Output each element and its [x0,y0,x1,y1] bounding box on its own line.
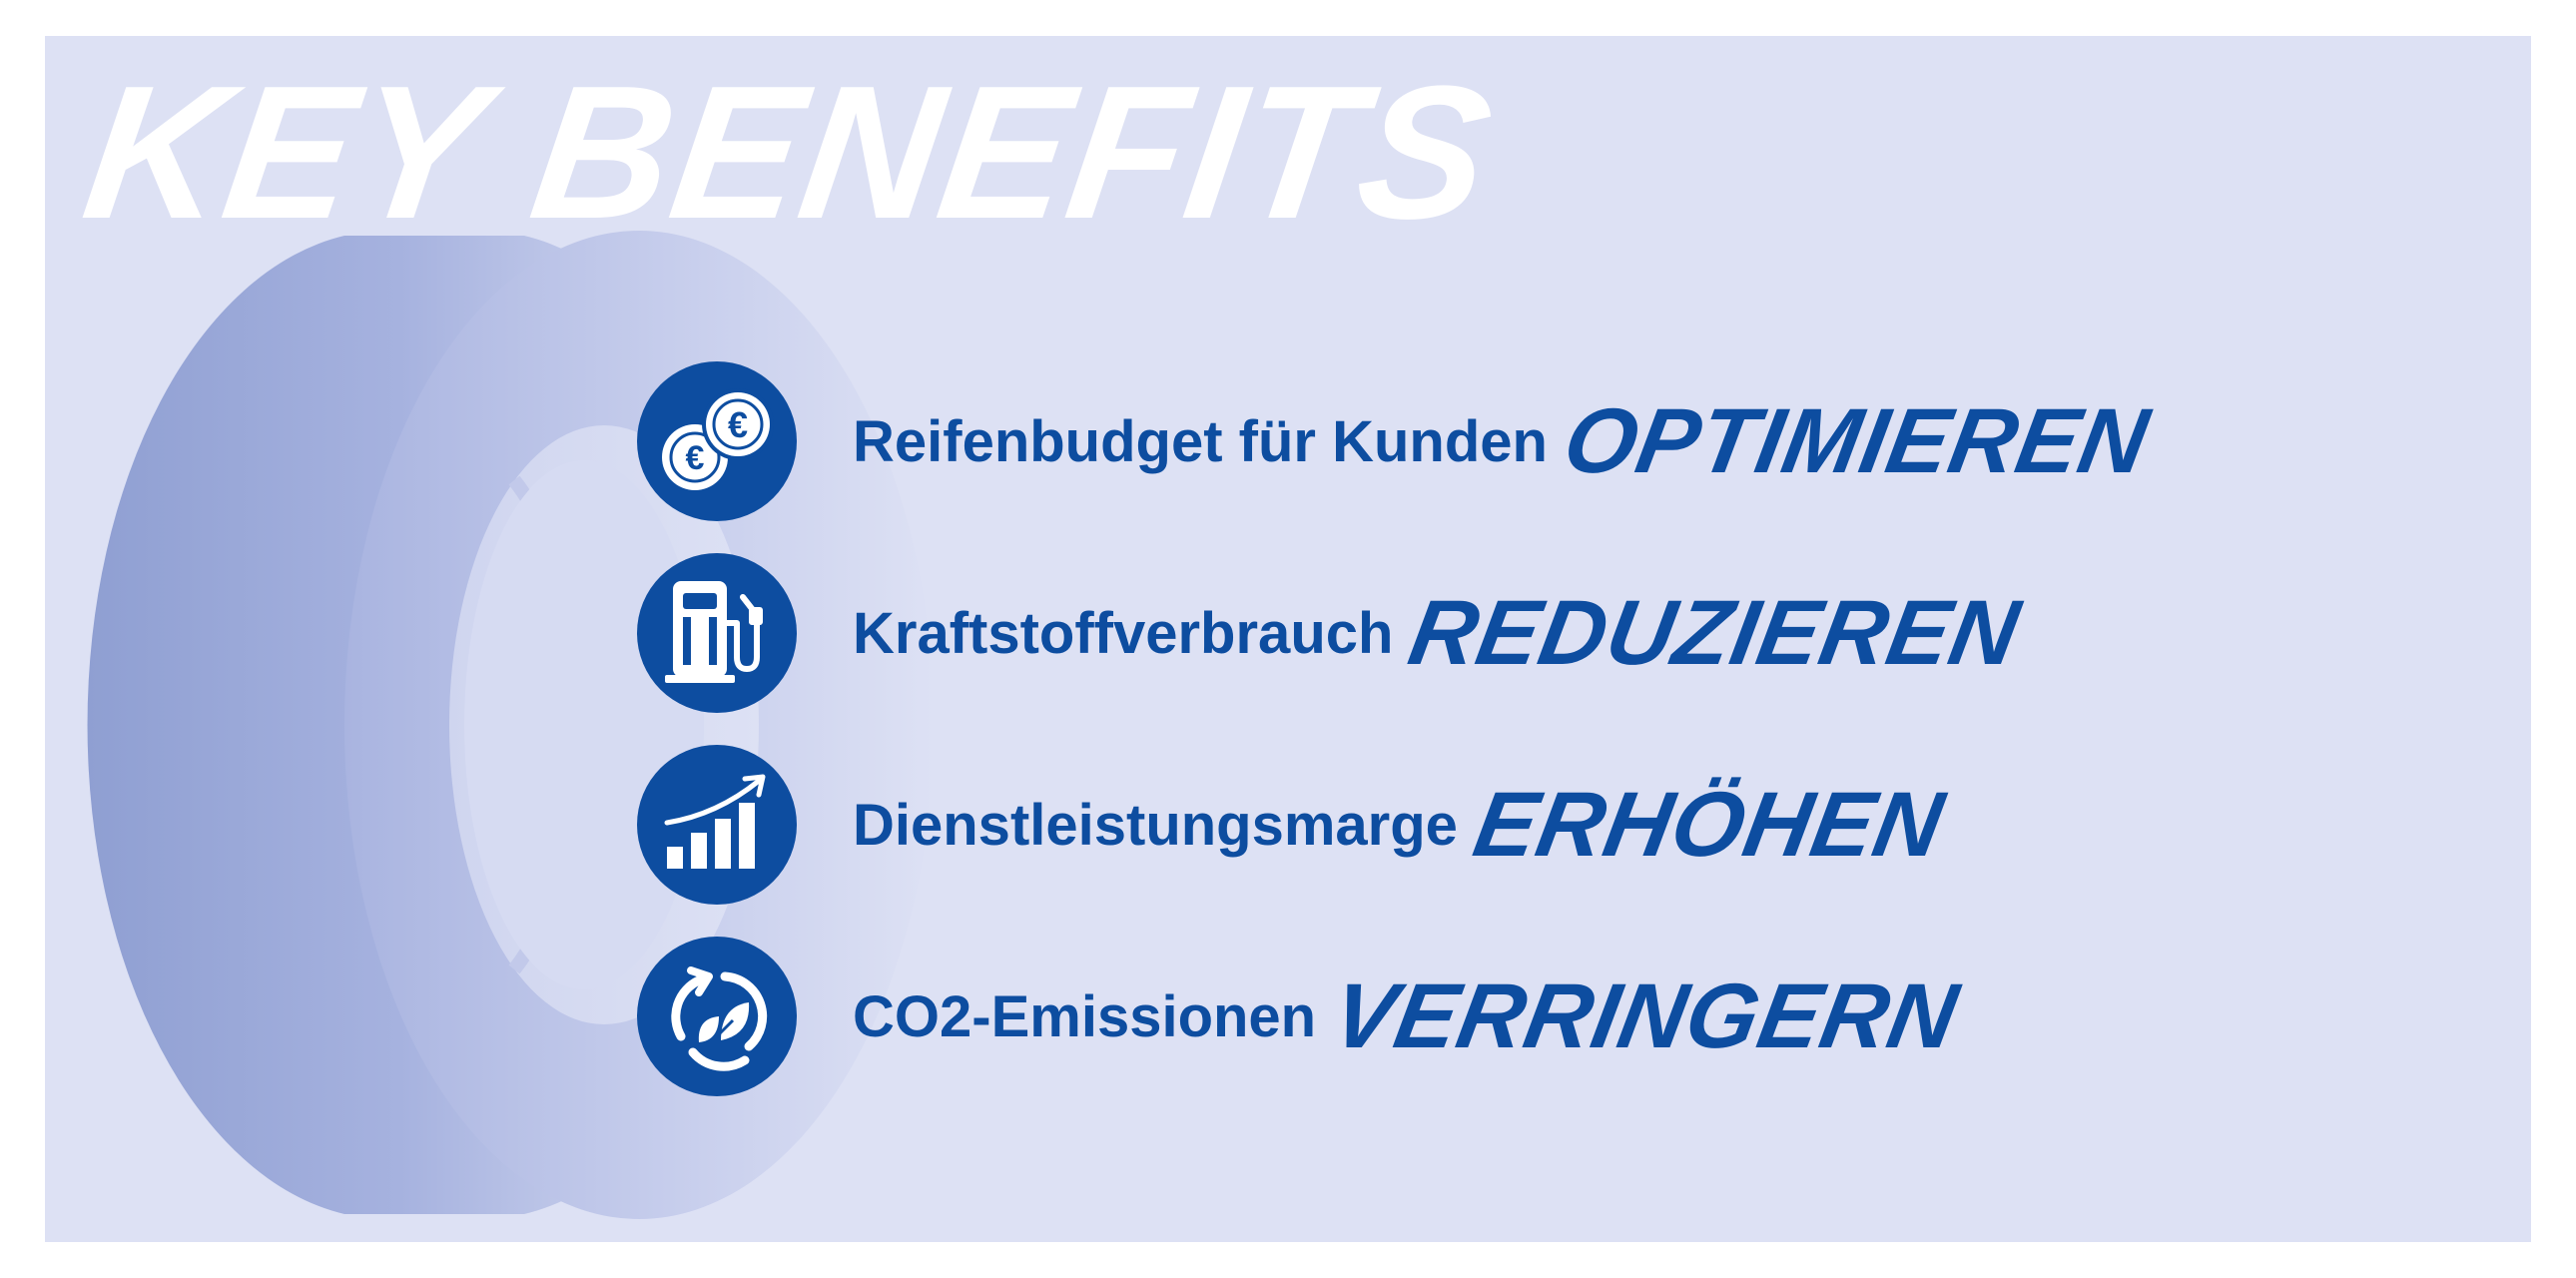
benefit-row-budget: € € Reifenbudget für Kunden OPTIMIEREN [637,361,2157,521]
benefit-verb-text: REDUZIEREN [1402,581,2028,684]
benefit-verb-text: ERHÖHEN [1467,773,1952,876]
benefit-lead-text: Dienstleistungsmarge [853,792,1458,858]
euro-coins-icon: € € [637,361,797,521]
fuel-pump-icon [637,553,797,713]
benefit-verb-text: VERRINGERN [1325,964,1966,1067]
benefit-row-fuel: Kraftstoffverbrauch REDUZIEREN [637,553,2028,713]
benefit-lead-text: CO2-Emissionen [853,983,1317,1049]
svg-text:€: € [728,404,748,445]
benefit-verb-text: OPTIMIEREN [1557,389,2157,492]
benefits-panel: KEY BENEFITS € € Reifenbudget für Kunden… [45,36,2531,1242]
svg-text:€: € [686,439,705,477]
benefit-row-margin: Dienstleistungsmarge ERHÖHEN [637,745,1951,905]
benefit-lead-text: Kraftstoffverbrauch [853,600,1394,666]
benefit-lead-text: Reifenbudget für Kunden [853,408,1548,474]
growth-chart-icon [637,745,797,905]
benefit-row-co2: CO2-Emissionen VERRINGERN [637,937,1966,1096]
eco-cycle-icon [637,937,797,1096]
page-title: KEY BENEFITS [73,47,1505,259]
